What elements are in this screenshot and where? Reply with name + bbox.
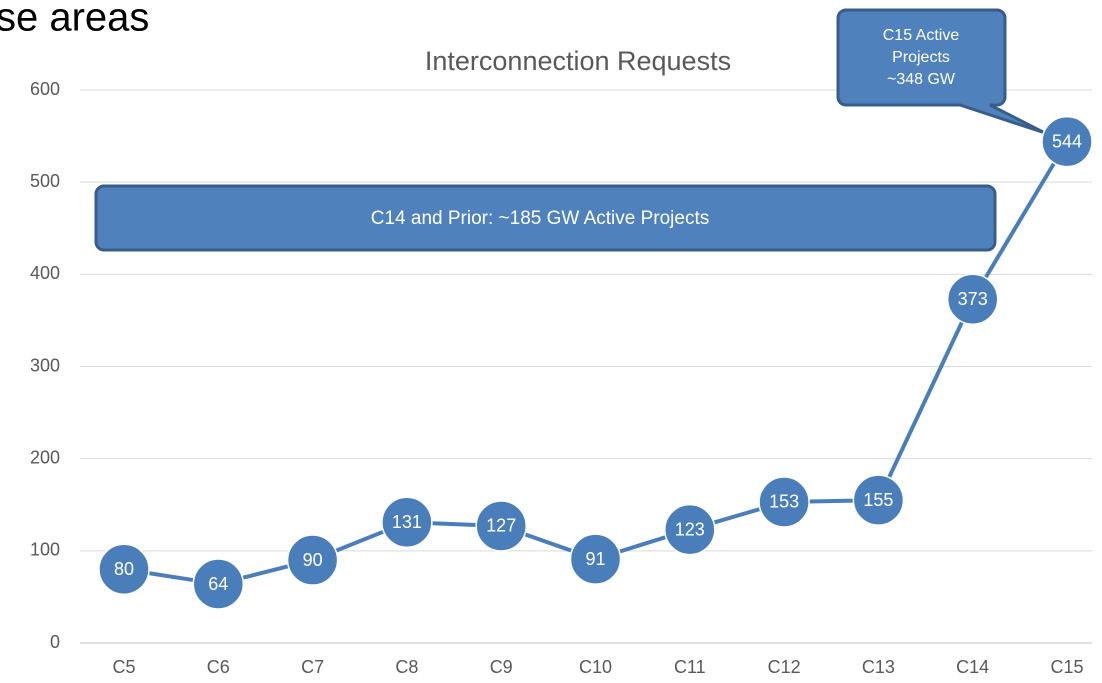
chart-title: Interconnection Requests [425, 46, 731, 76]
y-tick-label: 300 [30, 355, 60, 375]
y-tick-label: 200 [30, 447, 60, 467]
x-tick-label: C6 [207, 657, 230, 677]
x-tick-label: C5 [112, 657, 135, 677]
callout-line: C15 Active [883, 27, 960, 44]
data-point [1041, 115, 1093, 168]
data-point [286, 534, 339, 586]
x-tick-label: C8 [395, 657, 418, 677]
y-tick-label: 100 [30, 540, 60, 560]
data-point [852, 474, 905, 526]
data-label: 123 [675, 519, 705, 539]
data-label: 90 [303, 550, 323, 570]
data-label: 80 [114, 559, 134, 579]
callout-line: ~348 GW [887, 71, 956, 88]
data-point [192, 558, 245, 610]
callout-text: C15 Active Projects ~348 GW [883, 27, 960, 88]
data-point [569, 533, 622, 585]
data-label: 153 [769, 492, 799, 512]
data-label: 131 [392, 512, 422, 532]
data-label: 373 [958, 289, 988, 309]
y-tick-label: 500 [30, 171, 60, 191]
data-label: 91 [585, 549, 605, 569]
x-tick-label: C9 [490, 657, 513, 677]
data-point [946, 273, 999, 325]
y-tick-label: 400 [30, 263, 60, 283]
data-label: 544 [1052, 131, 1082, 151]
y-tick-label: 0 [50, 632, 60, 652]
data-point [98, 543, 150, 596]
data-label: 155 [863, 490, 893, 510]
x-tick-label: C12 [768, 657, 801, 677]
x-tick-label: C11 [674, 657, 706, 677]
x-tick-label: C7 [301, 657, 324, 677]
data-point [475, 500, 527, 552]
data-label: 64 [208, 574, 228, 594]
x-tick-label: C10 [579, 657, 612, 677]
data-point [381, 496, 433, 549]
data-point [664, 503, 716, 556]
slide-heading: se areas [0, 0, 149, 40]
annotation-text: C14 and Prior: ~185 GW Active Projects [371, 208, 709, 229]
callout-box [836, 8, 1046, 135]
annotation-box [94, 184, 997, 252]
x-tick-label: C14 [956, 657, 989, 677]
data-point [758, 476, 810, 528]
y-tick-label: 600 [30, 79, 60, 99]
callout-line: Projects [892, 49, 950, 66]
data-label: 127 [486, 516, 516, 536]
x-tick-label: C13 [862, 657, 895, 677]
x-tick-label: C15 [1050, 657, 1083, 677]
